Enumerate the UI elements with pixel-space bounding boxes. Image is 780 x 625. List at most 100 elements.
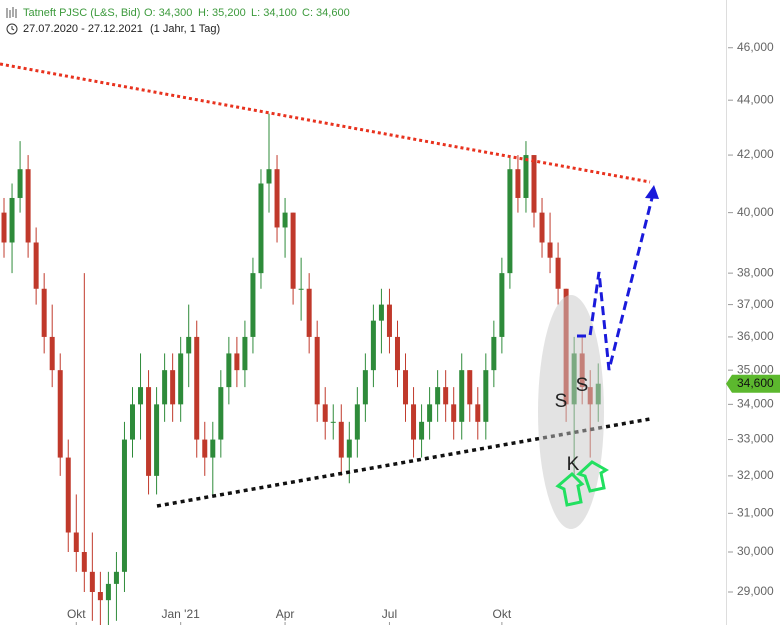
candle-body [531,155,537,213]
y-tick-label: 35,000 [737,362,774,376]
candle-body [362,370,368,405]
candle-body [121,439,127,572]
candle-body [129,404,135,440]
candle-body [435,387,441,405]
candle-body [459,370,465,422]
candle-body [186,336,192,354]
candle-body [25,169,31,243]
candle-body [194,336,200,440]
candle-body [282,212,288,228]
candle-body [386,304,392,337]
candle-body [314,336,320,405]
candle-body [419,421,425,440]
y-tick-label: 46,000 [737,40,774,54]
quote-open: O: 34,300 [144,7,192,19]
candle-body [105,583,111,601]
candle-body [555,257,561,289]
candle-body [113,571,119,584]
chart-title: Tatneft PJSC (L&S, Bid) [23,7,140,19]
candle-body [170,370,176,405]
candle-body [250,273,256,337]
x-tick-label: Apr [276,607,295,621]
up-arrow-icon [576,460,609,493]
candle-body [306,288,312,337]
candle-body [451,404,457,422]
candle-body [202,439,208,458]
candle-body [97,591,103,601]
candle-body [547,242,553,258]
candle-body [234,353,240,371]
y-tick-label: 44,000 [737,92,774,106]
candle-body [210,439,216,458]
clock-icon [6,23,18,35]
candle-body [178,353,184,405]
candle-body [443,387,449,405]
candle-body [258,183,264,274]
y-tick-label: 36,000 [737,329,774,343]
candle-body [411,404,417,440]
candle-body [9,197,15,243]
candle-body [475,404,481,422]
candle-body [57,370,63,458]
candle-body [403,370,409,405]
candle-body [146,387,152,476]
y-tick-label: 30,000 [737,544,774,558]
arrow-head [645,185,659,199]
candle-body [89,571,95,592]
x-tick-label: Jan '21 [162,607,201,621]
candle-body [298,288,304,290]
candle-body [394,336,400,371]
y-tick-label: 37,000 [737,297,774,311]
candle-body [515,169,521,198]
candle-body [322,404,328,422]
y-tick-label: 38,000 [737,265,774,279]
candle-body [49,336,55,371]
candle-body [17,169,23,198]
quote-close: C: 34,600 [302,7,350,19]
last-price-marker [726,374,780,393]
x-tick-label: Okt [67,607,86,621]
candle-body [266,169,272,184]
candle-body [467,370,473,405]
quote-high: H: 35,200 [198,7,246,19]
candle-body [81,552,87,572]
candle-body [370,320,376,371]
candle-body [523,155,529,198]
chart-icon [6,7,17,18]
y-tick-label: 29,000 [737,584,774,598]
candle-body [138,387,144,405]
y-tick-label: 42,000 [737,147,774,161]
y-tick-label: 40,000 [737,205,774,219]
candle-body [290,212,296,289]
y-tick-label: 34,000 [737,397,774,411]
candle-body [242,336,248,371]
candle-body [378,304,384,321]
candle-body [507,169,513,274]
candle-body [427,404,433,422]
candle-body [162,370,168,405]
candle-body [354,404,360,440]
x-tick-label: Okt [493,607,512,621]
highlight-ellipse [538,295,604,529]
candle-body [338,421,344,458]
y-tick-label: 32,000 [737,468,774,482]
candle-body [218,387,224,440]
x-tick-label: Jul [382,607,397,621]
candle-body [1,212,7,243]
candle-body [483,370,489,422]
header: Tatneft PJSC (L&S, Bid) O: 34,300 H: 35,… [6,7,350,35]
candle-body [73,532,79,553]
date-range: 27.07.2020 - 27.12.2021 [23,23,143,35]
candle-body [274,169,280,228]
candle-body [539,212,545,243]
annotation: S [555,391,568,412]
projection-arrow [577,197,654,371]
last-price-label: 34,600 [737,376,774,390]
candle-body [154,404,160,476]
y-tick-label: 33,000 [737,432,774,446]
candle-body [65,457,71,533]
period: (1 Jahr, 1 Tag) [150,23,220,35]
candle-body [33,242,39,289]
